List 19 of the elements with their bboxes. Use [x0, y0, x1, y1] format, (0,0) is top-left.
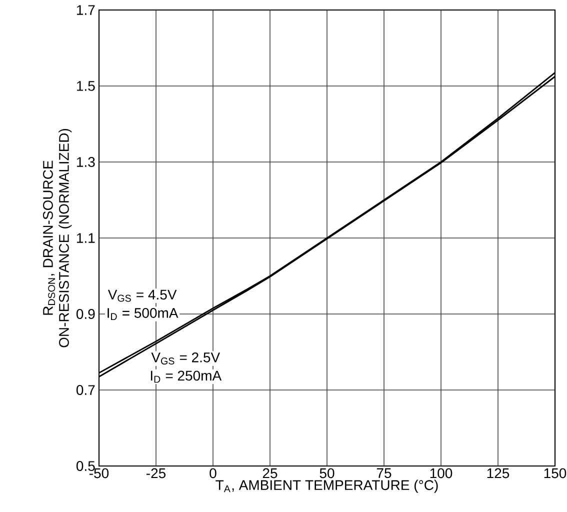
- annotation: I$_{D}$ = 250mA: [150, 370, 222, 383]
- y-tick-label: 0.7: [76, 385, 95, 395]
- y-tick-label: 1.7: [77, 5, 95, 15]
- x-axis-title: T$_{A}$, AMBIENT TEMPERATURE (°C): [216, 480, 438, 493]
- x-tick-label: 50: [320, 468, 334, 478]
- x-tick-label: -25: [146, 468, 166, 478]
- y-tick-label: 1.5: [77, 81, 95, 91]
- annotation: V$_{GS}$ = 2.5V: [151, 352, 220, 364]
- x-tick-label: 100: [430, 468, 452, 478]
- x-tick-label: 75: [376, 468, 392, 478]
- x-tick-label: 0: [210, 468, 216, 478]
- x-tick-label: 25: [262, 468, 278, 478]
- y-tick-label: 1.1: [77, 233, 95, 243]
- annotation: V$_{GS}$ = 4.5V: [108, 290, 177, 302]
- y-tick-label: 1.3: [77, 157, 95, 167]
- x-tick-label: 150: [544, 468, 566, 478]
- annotation: I$_{D}$ = 500mA: [108, 308, 178, 320]
- y-tick-label: 0.9: [76, 309, 95, 319]
- x-tick-label: 125: [487, 468, 510, 478]
